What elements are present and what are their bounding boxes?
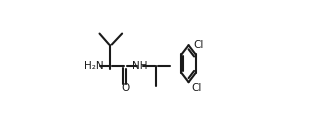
Text: Cl: Cl: [192, 83, 202, 93]
Text: H₂N: H₂N: [84, 61, 104, 71]
Text: O: O: [122, 83, 130, 93]
Text: Cl: Cl: [193, 40, 204, 50]
Text: NH: NH: [132, 61, 148, 71]
